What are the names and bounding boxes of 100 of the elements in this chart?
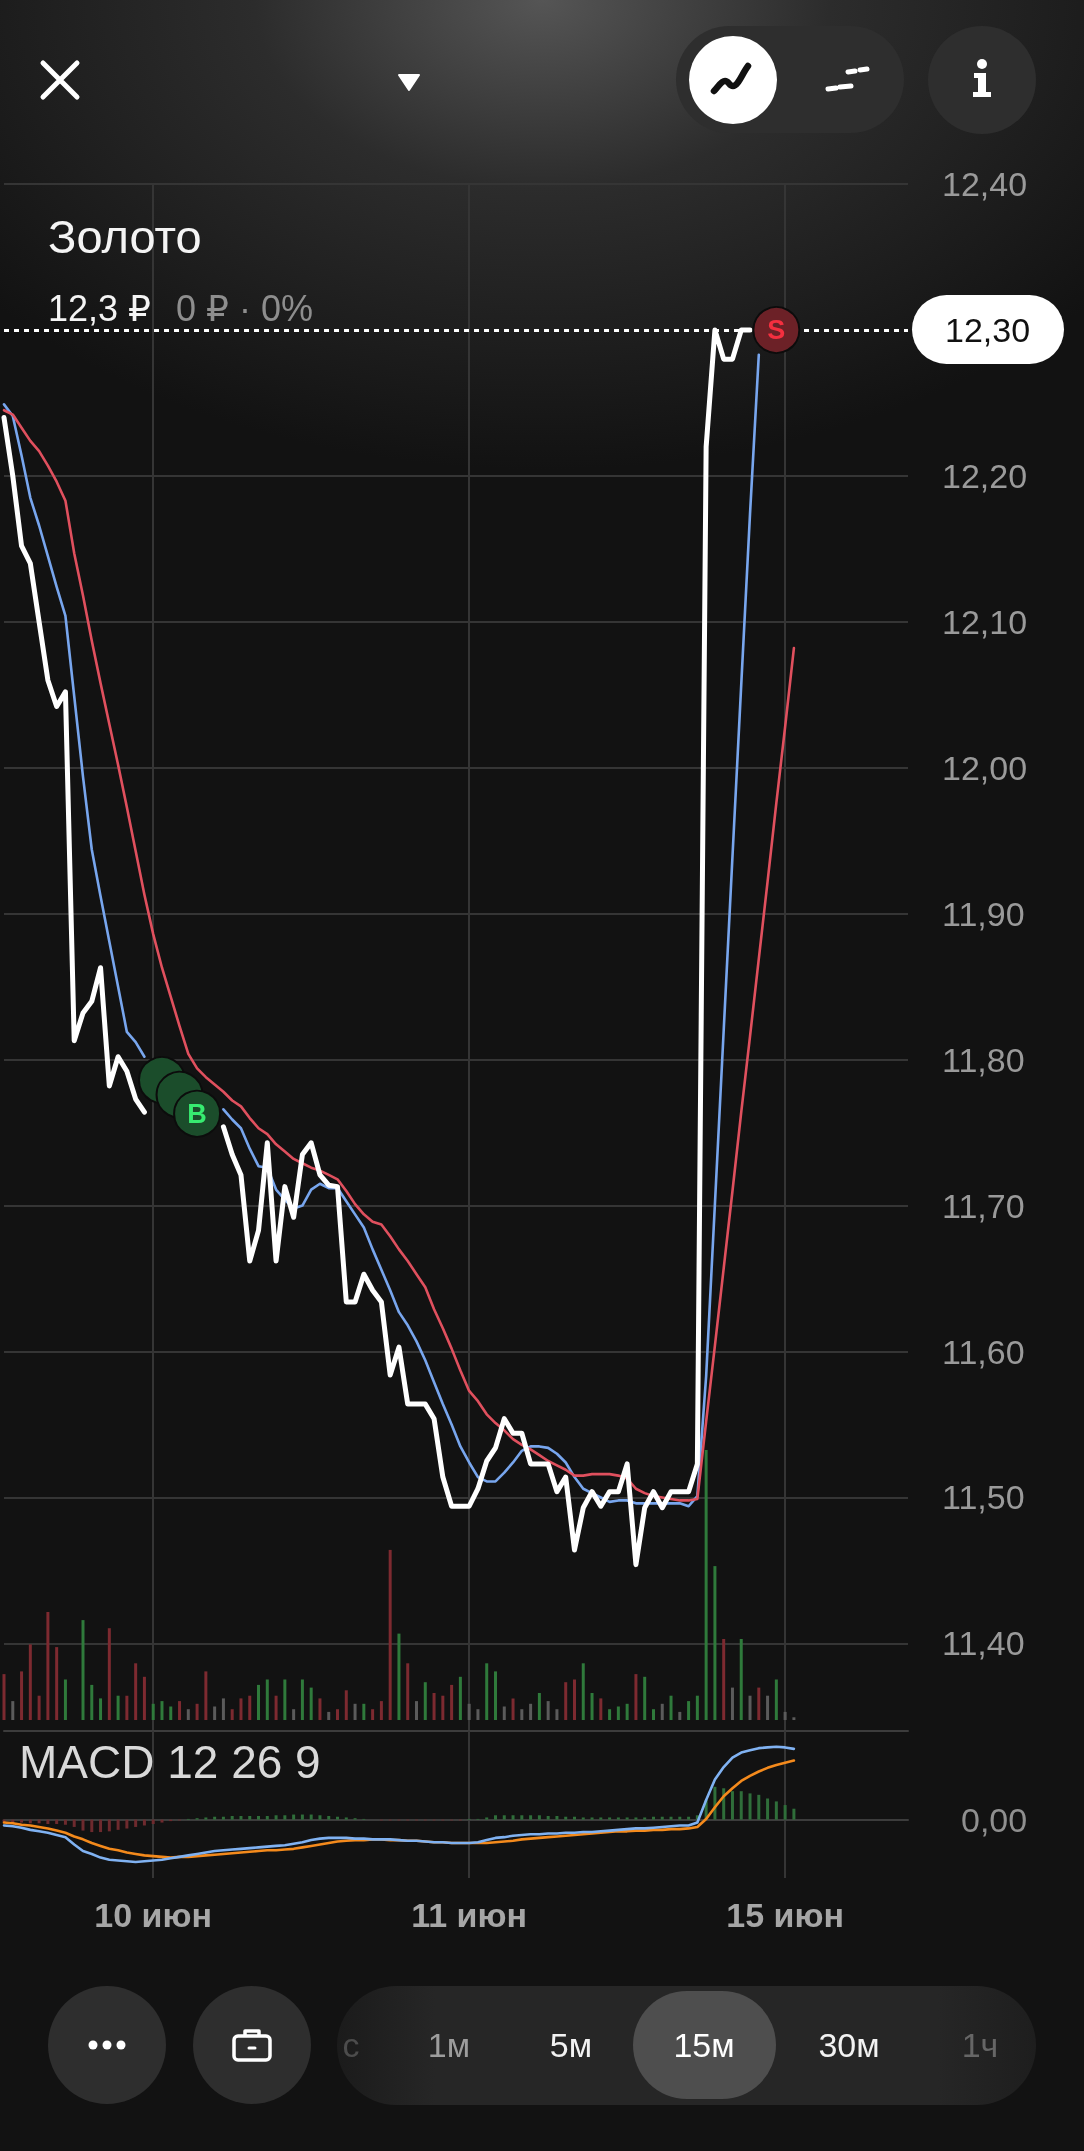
bar (564, 1682, 568, 1720)
bar (309, 1814, 313, 1820)
series-label: S (767, 314, 786, 345)
bar (55, 1647, 59, 1720)
bar (134, 1663, 138, 1720)
bar (485, 1663, 489, 1720)
bar (107, 1819, 111, 1832)
text: 1ч (961, 2025, 999, 2066)
bar (669, 1816, 673, 1820)
bar (99, 1819, 103, 1833)
bar (529, 1815, 533, 1820)
bar (406, 1663, 410, 1720)
bar (116, 1695, 120, 1720)
bar (502, 1815, 506, 1820)
bar (537, 1693, 541, 1720)
bar (336, 1709, 340, 1720)
bar (476, 1709, 480, 1720)
bar (63, 1679, 67, 1720)
bar (660, 1816, 664, 1820)
bar (766, 1798, 770, 1820)
bar (616, 1817, 620, 1820)
bar (546, 1701, 550, 1720)
bar (379, 1701, 383, 1720)
bar (397, 1633, 401, 1720)
bar (142, 1676, 146, 1720)
bar (300, 1814, 304, 1820)
bar (792, 1717, 796, 1720)
bar (669, 1695, 673, 1720)
bar (300, 1679, 304, 1720)
bar (230, 1816, 234, 1820)
bar (169, 1706, 173, 1720)
bar (687, 1701, 691, 1720)
bar (608, 1817, 612, 1820)
bar (2, 1674, 6, 1720)
chart-title: MACD 12 26 9 (19, 1736, 321, 1788)
bar (783, 1805, 787, 1820)
bar (774, 1679, 778, 1720)
bar (555, 1709, 559, 1720)
bar (608, 1709, 612, 1720)
bar (651, 1709, 655, 1720)
bar (415, 1701, 418, 1720)
bar (309, 1687, 313, 1720)
bar (186, 1709, 190, 1720)
bar (178, 1701, 182, 1720)
bar (599, 1698, 603, 1720)
bar (125, 1819, 129, 1829)
bar (722, 1639, 726, 1720)
bar (265, 1679, 269, 1720)
bar (625, 1817, 629, 1820)
bar (748, 1793, 752, 1820)
bar (511, 1698, 515, 1720)
bar (213, 1816, 217, 1820)
bar (529, 1703, 533, 1720)
bar (730, 1687, 734, 1720)
bar (151, 1819, 155, 1825)
bar (441, 1695, 445, 1720)
bar (590, 1817, 594, 1820)
y-tick-label: 11,80 (942, 1040, 1025, 1079)
bar (485, 1817, 489, 1820)
bar (739, 1639, 743, 1720)
bar (625, 1703, 629, 1720)
bar (362, 1703, 366, 1720)
text: 1м (427, 2025, 471, 2066)
bar (599, 1817, 603, 1820)
bar (90, 1819, 94, 1833)
bar (423, 1682, 427, 1720)
bar (204, 1671, 208, 1720)
bar (257, 1684, 261, 1720)
y-tick-label: 11,70 (942, 1186, 1025, 1225)
text: 12,3 ₽ (48, 287, 151, 329)
bar (537, 1815, 541, 1820)
x-tick-label: 11 июн (411, 1896, 528, 1934)
bar (616, 1706, 620, 1720)
y-tick-label: 11,50 (942, 1478, 1025, 1517)
text: 15м (673, 2025, 735, 2066)
bar (792, 1808, 796, 1820)
bar (274, 1695, 278, 1720)
bar (90, 1684, 94, 1720)
annotation: 0 ₽ · 0% (176, 287, 313, 329)
bar (748, 1695, 752, 1720)
bar (28, 1644, 32, 1720)
bar (292, 1709, 296, 1720)
bar (195, 1703, 199, 1720)
bar (204, 1817, 208, 1820)
bar (546, 1816, 550, 1820)
series-label: B (187, 1098, 207, 1129)
bar (467, 1703, 471, 1720)
bar (20, 1819, 24, 1823)
bar (265, 1816, 269, 1820)
bar (72, 1819, 76, 1827)
bar (660, 1703, 664, 1720)
bar (643, 1817, 647, 1820)
bar (160, 1701, 164, 1720)
bar (230, 1709, 234, 1720)
bar (318, 1815, 322, 1820)
bar (344, 1690, 348, 1720)
bar (634, 1674, 638, 1720)
text: 0,00 (961, 1800, 1028, 1839)
bar (11, 1701, 15, 1720)
bar (388, 1549, 392, 1720)
